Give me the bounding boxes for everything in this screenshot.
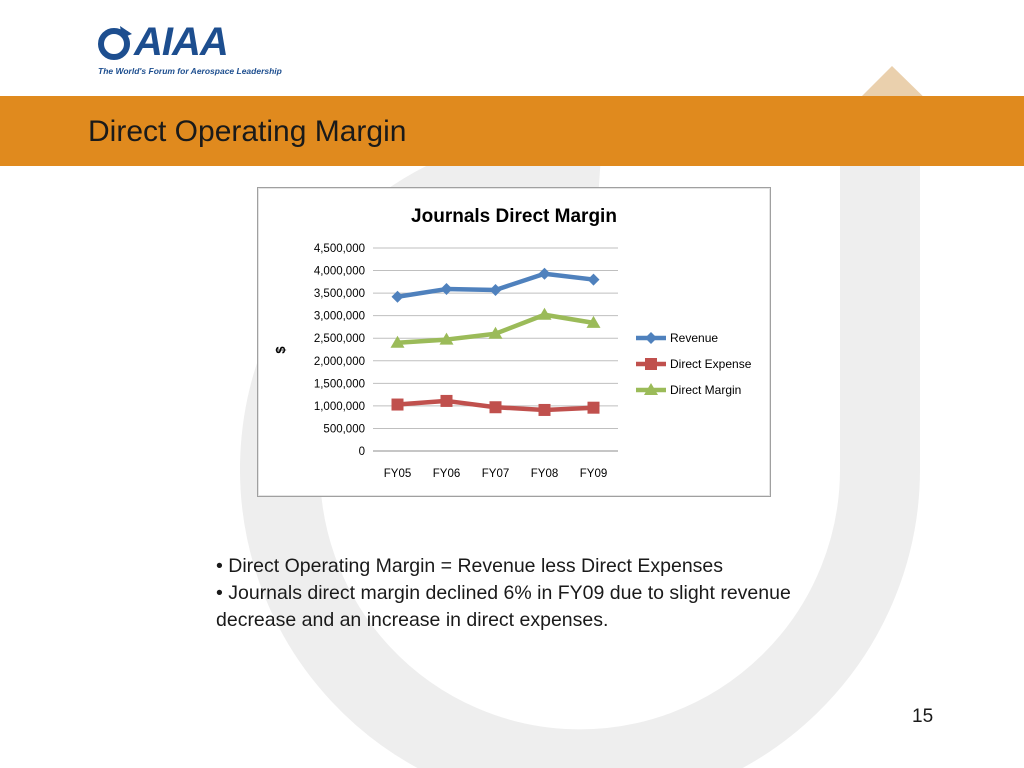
legend-marker [644,383,658,395]
legend-item-direct-expense: Direct Expense [636,357,752,371]
legend-label: Revenue [670,331,718,345]
x-tick-label: FY08 [531,468,559,480]
logo-tagline: The World's Forum for Aerospace Leadersh… [98,66,282,76]
y-tick-label: 4,500,000 [314,243,365,255]
x-tick-label: FY05 [384,468,412,480]
legend-item-direct-margin: Direct Margin [636,383,741,397]
data-point-revenue [587,273,600,286]
data-point-direct-expense [538,403,551,416]
data-point-revenue [489,283,502,296]
bullet-item: • Direct Operating Margin = Revenue less… [216,555,724,577]
series-direct-margin [390,307,601,348]
series-revenue [391,267,600,303]
data-point-direct-expense [440,394,453,407]
data-point-direct-margin [390,335,405,348]
data-point-direct-expense [587,401,600,414]
data-point-direct-margin [439,332,454,345]
legend-label: Direct Margin [670,383,741,397]
y-tick-label: 2,500,000 [314,333,365,345]
x-tick-label: FY07 [482,468,510,480]
data-point-direct-margin [537,307,552,320]
logo-emblem-icon [98,26,132,60]
y-tick-label: 500,000 [323,423,365,435]
y-tick-label: 1,000,000 [314,401,365,413]
data-point-revenue [440,283,453,296]
data-point-revenue [538,267,551,280]
line-chart: Journals Direct Margin $ 0 500,000 1,000,0… [273,206,752,480]
slide-title: Direct Operating Margin [88,115,407,148]
y-tick-label: 3,000,000 [314,311,365,323]
legend-label: Direct Expense [670,357,752,371]
y-tick-label: 4,000,000 [314,266,365,278]
page-number: 15 [912,706,934,727]
y-tick-label: 3,500,000 [314,288,365,300]
x-tick-label: FY09 [580,468,608,480]
bullet-item: • Journals direct margin declined 6% in … [216,582,791,631]
legend-item-revenue: Revenue [636,331,718,345]
y-tick-label: 1,500,000 [314,378,365,390]
chart-frame: Journals Direct Margin $ 0 500,000 1,000,0… [257,187,771,497]
series-direct-expense [391,394,600,416]
y-tick-label: 2,000,000 [314,356,365,368]
data-point-direct-expense [391,398,404,411]
data-point-revenue [391,290,404,303]
data-point-direct-expense [489,401,502,414]
x-tick-label: FY06 [433,468,461,480]
data-point-direct-margin [586,315,601,328]
logo-wordmark: AIAA [134,20,229,64]
title-band [0,96,1024,166]
legend-marker [645,332,657,344]
legend-marker [645,358,657,370]
data-point-direct-margin [488,326,503,339]
y-tick-label: 0 [359,446,365,458]
bullet-list: • Direct Operating Margin = Revenue less… [216,553,836,634]
y-axis-label: $ [273,346,288,354]
chart-title: Journals Direct Margin [411,206,617,227]
